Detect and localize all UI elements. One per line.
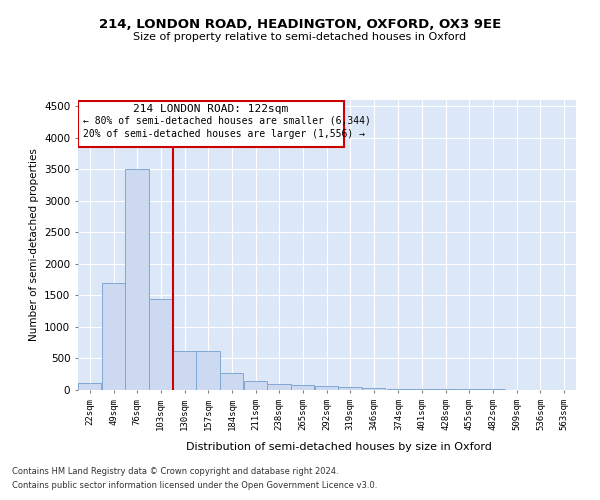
Text: Distribution of semi-detached houses by size in Oxford: Distribution of semi-detached houses by … <box>186 442 492 452</box>
Bar <box>410 389 434 390</box>
Bar <box>434 389 457 390</box>
Bar <box>338 387 362 390</box>
Bar <box>78 384 101 390</box>
Bar <box>149 298 172 390</box>
Bar <box>196 350 220 390</box>
Text: Contains public sector information licensed under the Open Government Licence v3: Contains public sector information licen… <box>12 481 377 490</box>
Bar <box>101 283 125 390</box>
Bar <box>125 170 149 390</box>
Bar <box>78 102 344 148</box>
Text: Size of property relative to semi-detached houses in Oxford: Size of property relative to semi-detach… <box>133 32 467 42</box>
Text: 20% of semi-detached houses are larger (1,556) →: 20% of semi-detached houses are larger (… <box>83 129 365 139</box>
Bar <box>220 373 243 390</box>
Bar <box>244 380 267 390</box>
Text: ← 80% of semi-detached houses are smaller (6,344): ← 80% of semi-detached houses are smalle… <box>83 116 371 126</box>
Bar <box>386 388 410 390</box>
Text: Contains HM Land Registry data © Crown copyright and database right 2024.: Contains HM Land Registry data © Crown c… <box>12 467 338 476</box>
Bar <box>173 350 196 390</box>
Bar <box>291 386 314 390</box>
Bar <box>268 384 290 390</box>
Bar <box>362 388 385 390</box>
Y-axis label: Number of semi-detached properties: Number of semi-detached properties <box>29 148 38 342</box>
Text: 214 LONDON ROAD: 122sqm: 214 LONDON ROAD: 122sqm <box>133 104 289 114</box>
Bar <box>315 386 338 390</box>
Text: 214, LONDON ROAD, HEADINGTON, OXFORD, OX3 9EE: 214, LONDON ROAD, HEADINGTON, OXFORD, OX… <box>99 18 501 30</box>
